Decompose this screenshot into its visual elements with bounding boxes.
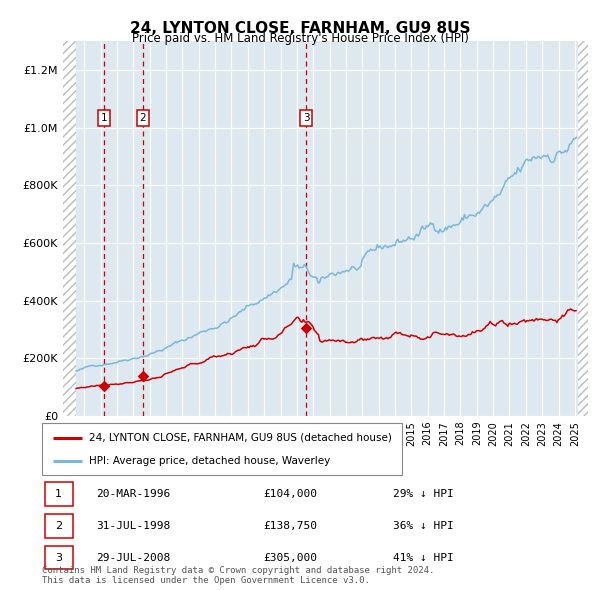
Text: 41% ↓ HPI: 41% ↓ HPI — [393, 553, 454, 562]
Text: 3: 3 — [55, 553, 62, 562]
Text: 29-JUL-2008: 29-JUL-2008 — [96, 553, 170, 562]
Bar — [578, 41, 588, 416]
Text: Contains HM Land Registry data © Crown copyright and database right 2024.: Contains HM Land Registry data © Crown c… — [42, 566, 434, 575]
FancyBboxPatch shape — [45, 546, 73, 569]
Point — [100, 381, 109, 391]
Text: 24, LYNTON CLOSE, FARNHAM, GU9 8US: 24, LYNTON CLOSE, FARNHAM, GU9 8US — [130, 21, 470, 35]
Text: 3: 3 — [303, 113, 310, 123]
FancyBboxPatch shape — [42, 423, 402, 475]
Text: 31-JUL-1998: 31-JUL-1998 — [96, 521, 170, 530]
FancyBboxPatch shape — [45, 514, 73, 537]
Text: 29% ↓ HPI: 29% ↓ HPI — [393, 489, 454, 499]
Point — [138, 371, 148, 381]
Text: 20-MAR-1996: 20-MAR-1996 — [96, 489, 170, 499]
Text: £138,750: £138,750 — [263, 521, 317, 530]
Text: 1: 1 — [101, 113, 107, 123]
Text: 36% ↓ HPI: 36% ↓ HPI — [393, 521, 454, 530]
FancyBboxPatch shape — [45, 482, 73, 506]
Text: 2: 2 — [140, 113, 146, 123]
Text: £104,000: £104,000 — [263, 489, 317, 499]
Bar — [63, 41, 76, 416]
Point — [302, 323, 311, 333]
Text: HPI: Average price, detached house, Waverley: HPI: Average price, detached house, Wave… — [89, 457, 330, 467]
Text: 24, LYNTON CLOSE, FARNHAM, GU9 8US (detached house): 24, LYNTON CLOSE, FARNHAM, GU9 8US (deta… — [89, 432, 392, 442]
Text: 2: 2 — [55, 521, 62, 530]
Text: This data is licensed under the Open Government Licence v3.0.: This data is licensed under the Open Gov… — [42, 576, 370, 585]
Text: Price paid vs. HM Land Registry's House Price Index (HPI): Price paid vs. HM Land Registry's House … — [131, 32, 469, 45]
Text: £305,000: £305,000 — [263, 553, 317, 562]
Text: 1: 1 — [55, 489, 62, 499]
